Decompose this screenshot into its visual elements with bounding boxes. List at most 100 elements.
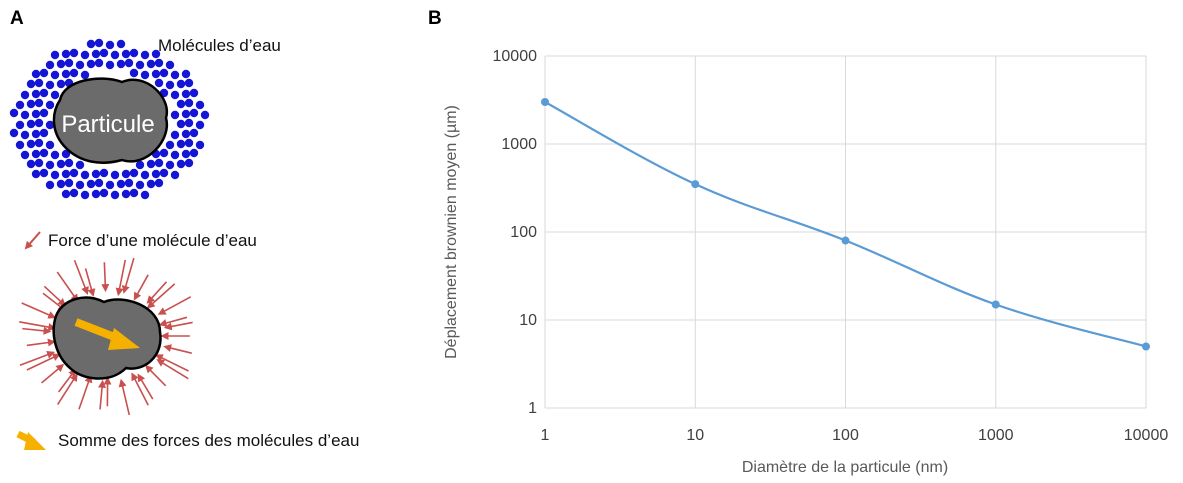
- water-molecule-dot: [184, 78, 194, 88]
- y-tick-label: 10: [519, 312, 537, 329]
- water-molecule-dot: [69, 68, 79, 78]
- x-tick-label: 1000: [978, 427, 1014, 444]
- water-molecule-dot: [189, 88, 199, 98]
- water-molecule-dot: [105, 60, 115, 70]
- water-molecule-dot: [170, 90, 180, 100]
- water-molecule-dot: [170, 130, 180, 140]
- data-point: [841, 236, 850, 245]
- water-molecule-dot: [26, 99, 36, 109]
- water-molecule-dot: [94, 178, 104, 188]
- force-arrow: [101, 262, 110, 293]
- water-molecule-dot: [140, 170, 150, 180]
- x-tick-label: 10000: [1124, 427, 1169, 444]
- water-molecule-dot: [31, 89, 41, 99]
- water-molecule-dot: [34, 118, 44, 128]
- water-molecule-dot: [184, 158, 194, 168]
- water-molecule-dot: [45, 180, 55, 190]
- force-arrow: [121, 257, 135, 294]
- water-molecule-dot: [176, 119, 186, 129]
- x-tick-label: 1: [541, 427, 550, 444]
- water-molecule-dot: [140, 190, 150, 200]
- water-molecule-dot: [39, 148, 49, 158]
- water-molecules-dots: [9, 38, 210, 200]
- water-molecule-dot: [64, 158, 74, 168]
- water-molecule-dot: [50, 70, 60, 80]
- force-arrow: [19, 350, 56, 367]
- particle-label: Particule: [61, 111, 154, 138]
- y-tick-label: 10000: [493, 48, 538, 65]
- panel-a-label: A: [10, 8, 24, 29]
- water-molecule-dot: [26, 139, 36, 149]
- water-molecule-dot: [189, 108, 199, 118]
- force-arrow: [41, 363, 65, 384]
- water-molecule-dot: [45, 100, 55, 110]
- water-molecule-dot: [69, 188, 79, 198]
- force-arrow: [118, 378, 131, 416]
- water-molecule-dot: [34, 98, 44, 108]
- water-molecule-dot: [80, 190, 90, 200]
- x-tick-label: 100: [832, 427, 859, 444]
- water-molecule-dot: [189, 128, 199, 138]
- water-molecule-dot: [121, 189, 131, 199]
- water-molecule-dot: [56, 59, 66, 69]
- sum-legend-arrow-icon: [16, 430, 46, 450]
- water-molecule-dot: [80, 50, 90, 60]
- force-arrow: [154, 354, 189, 372]
- force-arrow: [43, 285, 67, 307]
- water-molecule-dot: [105, 180, 115, 190]
- water-molecule-dot: [31, 109, 41, 119]
- water-molecule-dot: [61, 69, 71, 79]
- particle-top-blob: [52, 77, 169, 164]
- water-molecule-dot: [154, 58, 164, 68]
- water-molecule-dot: [26, 79, 36, 89]
- water-molecule-dot: [181, 149, 191, 159]
- water-molecule-dot: [45, 140, 55, 150]
- water-molecule-dot: [34, 78, 44, 88]
- force-arrow: [58, 368, 77, 393]
- force-arrow: [163, 344, 192, 354]
- water-molecule-dot: [184, 98, 194, 108]
- sum-label: Somme des forces des molécules d’eau: [58, 431, 359, 450]
- force-arrow: [19, 320, 57, 332]
- panel-b-label: B: [428, 8, 442, 29]
- water-molecule-dot: [15, 120, 25, 130]
- force-legend-arrow-icon: [24, 231, 41, 250]
- water-molecule-dot: [45, 120, 55, 130]
- water-molecule-dot: [15, 140, 25, 150]
- water-molecule-dot: [146, 179, 156, 189]
- water-molecule-dot: [181, 129, 191, 139]
- water-molecule-dot: [135, 160, 145, 170]
- y-tick-label: 1: [528, 400, 537, 417]
- force-arrow: [78, 374, 93, 410]
- water-molecule-dot: [34, 138, 44, 148]
- water-molecule-dot: [140, 70, 150, 80]
- water-molecule-dot: [31, 129, 41, 139]
- x-tick-label: 10: [686, 427, 704, 444]
- water-molecule-dot: [69, 48, 79, 58]
- water-molecule-dot: [184, 118, 194, 128]
- water-molecule-dot: [121, 49, 131, 59]
- water-molecule-dot: [189, 148, 199, 158]
- water-molecule-dot: [91, 189, 101, 199]
- water-molecule-dot: [94, 38, 104, 48]
- water-molecule-dot: [170, 150, 180, 160]
- force-arrow: [137, 373, 154, 400]
- water-molecule-dot: [20, 90, 30, 100]
- water-molecule-dot: [61, 189, 71, 199]
- water-molecule-dot: [146, 59, 156, 69]
- water-molecule-dot: [159, 148, 169, 158]
- force-label: Force d’une molécule d’eau: [48, 231, 257, 250]
- water-molecule-dot: [26, 159, 36, 169]
- force-arrow: [98, 379, 107, 410]
- force-arrow: [131, 372, 149, 406]
- water-molecule-dot: [181, 109, 191, 119]
- y-tick-label: 1000: [501, 136, 537, 153]
- data-point: [691, 180, 700, 189]
- water-molecule-dot: [165, 140, 175, 150]
- water-molecule-dot: [20, 150, 30, 160]
- water-molecule-dot: [176, 79, 186, 89]
- water-molecule-dot: [165, 80, 175, 90]
- water-molecule-dot: [165, 60, 175, 70]
- water-molecule-dot: [151, 169, 161, 179]
